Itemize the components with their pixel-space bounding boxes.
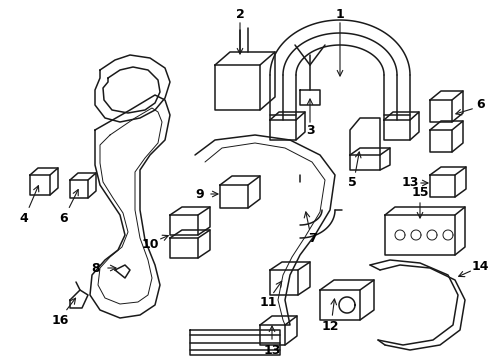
Text: 8: 8	[92, 261, 100, 274]
Text: 11: 11	[259, 297, 277, 310]
Text: 3: 3	[306, 123, 314, 136]
Text: 10: 10	[141, 238, 159, 251]
Text: 16: 16	[51, 314, 69, 327]
Text: 14: 14	[471, 261, 489, 274]
Text: 15: 15	[411, 185, 429, 198]
Text: 5: 5	[347, 176, 356, 189]
Text: 1: 1	[336, 9, 344, 22]
Text: 13: 13	[263, 343, 281, 356]
Text: 4: 4	[20, 211, 28, 225]
Text: 6: 6	[60, 211, 68, 225]
Text: 2: 2	[236, 9, 245, 22]
Text: 7: 7	[308, 231, 317, 244]
Text: 6: 6	[477, 99, 485, 112]
Text: 9: 9	[196, 188, 204, 201]
Text: 12: 12	[321, 320, 339, 333]
Text: 13: 13	[401, 176, 418, 189]
